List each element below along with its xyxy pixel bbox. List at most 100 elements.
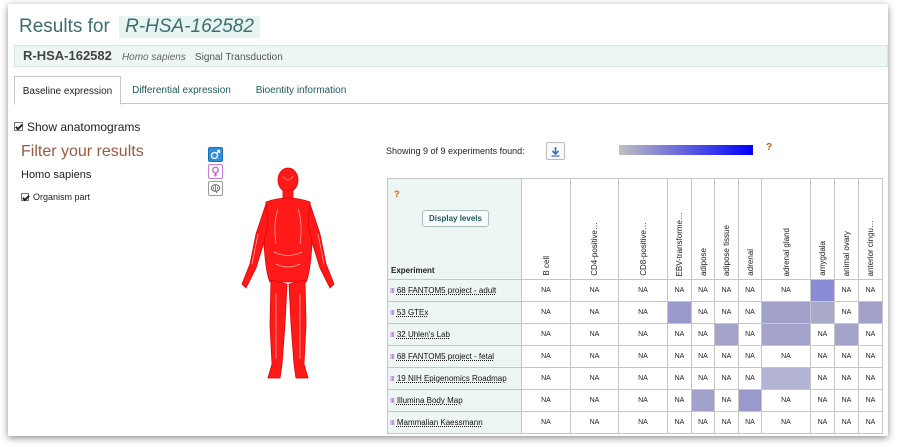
tab-baseline-expression[interactable]: Baseline expression	[14, 76, 121, 105]
tab-bar: Baseline expression Differential express…	[14, 76, 888, 105]
organism-part-checkbox[interactable]	[21, 192, 29, 201]
heatmap-cell[interactable]	[810, 301, 835, 324]
experiment-cell: Ⅲ 53 GTEx	[387, 301, 522, 324]
heatmap-cell: NA	[834, 367, 859, 390]
heatmap-cell[interactable]	[667, 301, 692, 324]
heatmap-cell: NA	[834, 411, 859, 434]
tab-bioentity-information[interactable]: Bioentity information	[255, 85, 347, 96]
heatmap-cell[interactable]	[834, 323, 859, 346]
heatmap-cell: NA	[667, 323, 692, 346]
heatmap-cell: NA	[667, 279, 692, 302]
heatmap-cell[interactable]	[810, 279, 835, 302]
heatmap-cell: NA	[667, 389, 692, 412]
display-levels-button[interactable]: Display levels	[422, 210, 489, 227]
dna-icon: Ⅲ	[390, 398, 395, 405]
heatmap-cell: NA	[834, 279, 859, 302]
accession-label: R-HSA-162582	[119, 16, 260, 38]
column-header[interactable]: adrenal	[738, 178, 762, 280]
heatmap-cell: NA	[521, 301, 571, 324]
experiment-link[interactable]: 68 FANTOM5 project - adult	[396, 286, 497, 295]
heatmap-cell: NA	[521, 345, 571, 368]
heatmap-cell: NA	[691, 301, 715, 324]
column-header[interactable]: adipose	[691, 178, 715, 280]
column-header[interactable]: CD8-positive…	[618, 178, 668, 280]
heatmap-cell: NA	[738, 411, 762, 434]
column-header[interactable]: amygdala	[810, 178, 835, 280]
heatmap-cell[interactable]	[858, 301, 883, 324]
heatmap-cell[interactable]	[761, 301, 811, 324]
dna-icon: Ⅲ	[390, 288, 395, 295]
show-anatomograms-checkbox[interactable]	[14, 122, 23, 132]
heatmap-cell: NA	[691, 345, 715, 368]
show-anatomograms-toggle[interactable]: Show anatomograms	[14, 120, 140, 134]
show-anatomograms-label: Show anatomograms	[27, 120, 141, 134]
brain-icon[interactable]	[208, 181, 223, 196]
download-icon	[551, 146, 560, 157]
heatmap-cell: NA	[714, 279, 739, 302]
heatmap-cell: NA	[618, 367, 668, 390]
male-body-icon[interactable]	[208, 147, 223, 162]
heatmap-help-icon[interactable]: ?	[394, 189, 400, 199]
heatmap-cell: NA	[810, 389, 835, 412]
results-window: Results for R-HSA-162582 R-HSA-162582 Ho…	[8, 4, 888, 436]
heatmap-cell[interactable]	[761, 367, 811, 390]
heatmap-cell[interactable]	[738, 389, 762, 412]
entity-category: Signal Transduction	[194, 52, 283, 63]
heatmap-cell: NA	[810, 367, 835, 390]
species-filter-label: Homo sapiens	[21, 169, 92, 181]
column-header-label: amygdala	[818, 241, 827, 276]
experiment-cell: Ⅲ 68 FANTOM5 project - adult	[387, 279, 522, 302]
column-header-label: CD4-positive…	[590, 222, 599, 276]
experiment-link[interactable]: 19 NIH Epigenomics Roadmap	[396, 374, 507, 383]
heatmap-cell: NA	[667, 345, 692, 368]
dna-icon: Ⅲ	[390, 310, 395, 317]
experiment-link[interactable]: Mammalian Kaessmann	[396, 418, 483, 427]
experiment-link[interactable]: 53 GTEx	[396, 308, 429, 317]
page-title: Results for R-HSA-162582	[19, 16, 260, 38]
heatmap-cell: NA	[714, 345, 739, 368]
column-header[interactable]: adrenal gland	[761, 178, 811, 280]
dna-icon: Ⅲ	[390, 354, 395, 361]
expression-gradient-legend	[619, 145, 753, 155]
female-body-icon[interactable]	[208, 164, 223, 179]
dna-icon: Ⅲ	[390, 376, 395, 383]
column-header-label: animal ovary	[842, 230, 851, 276]
column-header[interactable]: animal ovary	[834, 178, 859, 280]
heatmap-row: Ⅲ 68 FANTOM5 project - adult NA NA NA NA NA NA N…	[387, 279, 883, 302]
experiment-link[interactable]: 32 Uhlen's Lab	[396, 330, 450, 339]
entity-id: R-HSA-162582	[23, 48, 112, 63]
heatmap-cell: NA	[858, 411, 883, 434]
heatmap-cell[interactable]	[714, 323, 739, 346]
column-header[interactable]: EBV-transforme…	[667, 178, 692, 280]
heatmap-cell: NA	[834, 345, 859, 368]
heatmap-cell: NA	[738, 301, 762, 324]
heatmap-cell: NA	[521, 411, 571, 434]
dna-icon: Ⅲ	[390, 420, 395, 427]
heatmap-cell: NA	[714, 389, 739, 412]
organism-part-filter[interactable]: Organism part	[21, 191, 90, 203]
heatmap-row: Ⅲ 19 NIH Epigenomics Roadmap NA NA NA NA NA NA N…	[387, 367, 883, 390]
legend-help-icon[interactable]: ?	[766, 142, 773, 153]
organism-part-label: Organism part	[33, 192, 91, 202]
heatmap-cell: NA	[521, 389, 571, 412]
heatmap-cell[interactable]	[691, 389, 715, 412]
column-header[interactable]: B cell	[521, 178, 571, 280]
experiment-link[interactable]: 68 FANTOM5 project - fetal	[396, 352, 495, 361]
heatmap-cell: NA	[691, 323, 715, 346]
column-header[interactable]: adipose tissue	[714, 178, 739, 280]
entity-species: Homo sapiens	[121, 52, 186, 63]
column-header-label: adipose	[698, 247, 708, 276]
column-header[interactable]: anterior cingu…	[858, 178, 883, 280]
experiment-link[interactable]: Illumina Body Map	[396, 396, 463, 405]
heatmap-cell[interactable]	[761, 323, 811, 346]
download-button[interactable]	[546, 142, 565, 160]
tab-differential-expression[interactable]: Differential expression	[132, 85, 231, 96]
column-header-label: adipose tissue	[722, 224, 731, 276]
heatmap-cell: NA	[691, 411, 715, 434]
dna-icon: Ⅲ	[390, 332, 395, 339]
heatmap-cell: NA	[761, 279, 811, 302]
heatmap-corner: ? Display levels Experiment	[387, 178, 522, 280]
column-header-label: adrenal gland	[781, 227, 791, 276]
column-header[interactable]: CD4-positive…	[570, 178, 619, 280]
expression-heatmap: ? Display levels Experiment B cell CD4-po…	[387, 178, 883, 434]
